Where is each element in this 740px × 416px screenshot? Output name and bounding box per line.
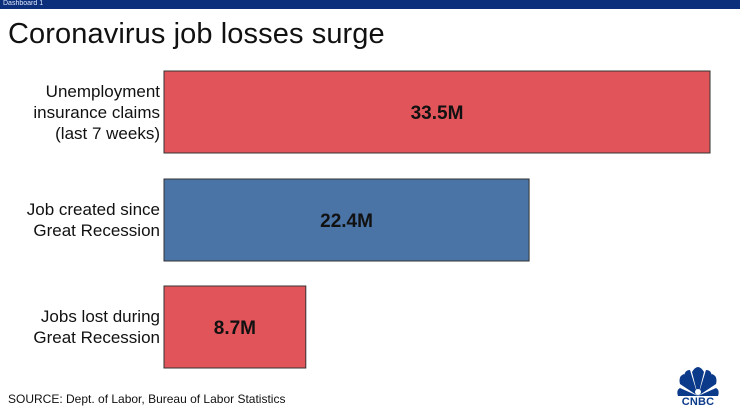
- window-title: Dashboard 1: [3, 0, 44, 7]
- peacock-logo-icon: [677, 367, 719, 396]
- category-label-1: Unemployment insurance claims (last 7 week…: [0, 81, 160, 144]
- category-label-line: Great Recession: [33, 221, 160, 240]
- category-label-line: insurance claims: [33, 102, 160, 122]
- category-label-line: Unemployment: [45, 81, 160, 101]
- category-label-3: Jobs lost during Great Recession: [0, 306, 160, 348]
- bar-value-label-3: 8.7M: [214, 318, 256, 339]
- category-label-line: Jobs lost during: [40, 307, 160, 326]
- bar-3: [163, 285, 307, 369]
- category-label-line: Great Recession: [33, 328, 160, 347]
- bar-1: [163, 70, 711, 154]
- bar-value-label-2: 22.4M: [320, 211, 373, 232]
- source-note: SOURCE: Dept. of Labor, Bureau of Labor …: [8, 392, 286, 406]
- bar-2: [163, 178, 530, 262]
- bar-value-label-1: 33.5M: [411, 103, 464, 124]
- window-title-bar: Dashboard 1: [0, 0, 740, 9]
- cnbc-logo: CNBC: [670, 366, 726, 412]
- category-label-line: Job created since: [26, 200, 160, 219]
- category-label-2: Job created since Great Recession: [0, 199, 160, 241]
- category-label-line: (last 7 weeks): [55, 123, 160, 143]
- logo-text: CNBC: [681, 396, 715, 408]
- chart-title: Coronavirus job losses surge: [8, 18, 385, 50]
